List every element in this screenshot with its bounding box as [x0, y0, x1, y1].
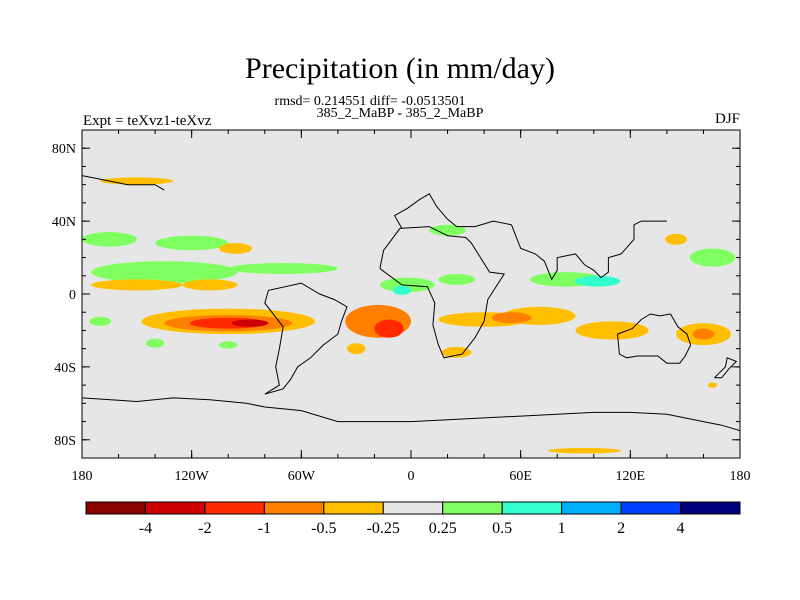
- y-tick-label: 80N: [52, 142, 76, 157]
- colorbar-label: -0.25: [367, 520, 400, 537]
- anomaly-region: [548, 447, 622, 454]
- coastline: [393, 193, 512, 229]
- coastline: [617, 313, 692, 364]
- anomaly-region: [89, 316, 112, 326]
- colorbar-swatch: [204, 501, 265, 515]
- anomaly-region: [347, 343, 366, 355]
- anomaly-region: [708, 382, 718, 388]
- anomaly-region: [438, 273, 475, 285]
- colorbar-swatch: [85, 501, 146, 515]
- anomaly-region: [574, 275, 621, 287]
- x-tick-label: 0: [408, 469, 415, 484]
- colorbar-label: 0.5: [492, 520, 512, 537]
- chart-title: Precipitation (in mm/day): [245, 52, 555, 85]
- y-tick-label: 40S: [54, 361, 76, 376]
- anomaly-region: [145, 338, 165, 348]
- colorbar-swatch: [382, 501, 444, 515]
- season-label: DJF: [714, 111, 740, 127]
- coastline: [264, 282, 348, 395]
- x-tick-label: 120E: [616, 469, 646, 484]
- anomaly-region: [374, 319, 404, 338]
- anomaly-region: [491, 312, 532, 324]
- colorbar-swatch: [323, 501, 384, 515]
- colorbar-swatch: [501, 501, 563, 515]
- anomaly-region: [231, 319, 269, 327]
- coastline: [379, 226, 506, 359]
- anomaly-region: [429, 224, 466, 236]
- x-tick-label: 120W: [175, 469, 210, 484]
- colorbar-swatch: [561, 501, 622, 515]
- y-tick-label: 40N: [52, 215, 76, 230]
- anomaly-region: [91, 279, 183, 291]
- colorbar-swatch: [620, 501, 682, 515]
- colorbar-label: 4: [677, 520, 685, 537]
- anomaly-region: [82, 232, 137, 247]
- anomaly-region: [182, 279, 238, 291]
- x-tick-label: 180: [72, 469, 93, 484]
- anomaly-region: [228, 263, 338, 274]
- colorbar-label: 2: [617, 520, 625, 537]
- x-tick-label: 60W: [288, 469, 316, 484]
- colorbar-label: -1: [258, 520, 271, 537]
- coastline: [82, 397, 740, 432]
- anomaly-region: [219, 242, 252, 254]
- coastline: [82, 175, 165, 191]
- anomaly-region: [155, 235, 229, 251]
- anomaly-region: [692, 328, 715, 340]
- plot-background: [82, 130, 740, 458]
- colorbar-label: -2: [198, 520, 211, 537]
- x-tick-label: 180: [730, 469, 751, 484]
- coastline: [511, 220, 667, 281]
- anomaly-region: [442, 346, 472, 358]
- anomaly-region: [689, 248, 736, 267]
- colorbar-swatch: [144, 501, 206, 515]
- colorbar-swatch: [263, 501, 325, 515]
- anomaly-region: [219, 341, 238, 349]
- colorbar-label: -4: [139, 520, 152, 537]
- anomaly-region: [665, 233, 687, 245]
- coastline: [714, 357, 738, 379]
- colorbar-label: 0.25: [429, 520, 457, 537]
- anomaly-region: [91, 261, 238, 284]
- anomaly-region: [392, 285, 411, 295]
- chart-subtitle: 385_2_MaBP - 385_2_MaBP: [316, 106, 484, 121]
- x-tick-label: 60E: [509, 469, 532, 484]
- y-tick-label: 0: [69, 288, 76, 303]
- y-tick-label: 80S: [54, 434, 76, 449]
- stats-line: rmsd= 0.214551 diff= -0.0513501: [274, 94, 466, 109]
- colorbar-label: 1: [558, 520, 566, 537]
- experiment-label: Expt = teXvz1-teXvz: [83, 113, 212, 129]
- colorbar-swatch: [442, 501, 503, 515]
- colorbar-label: -0.5: [311, 520, 336, 537]
- anomaly-region: [575, 321, 649, 340]
- colorbar-swatch: [680, 501, 741, 515]
